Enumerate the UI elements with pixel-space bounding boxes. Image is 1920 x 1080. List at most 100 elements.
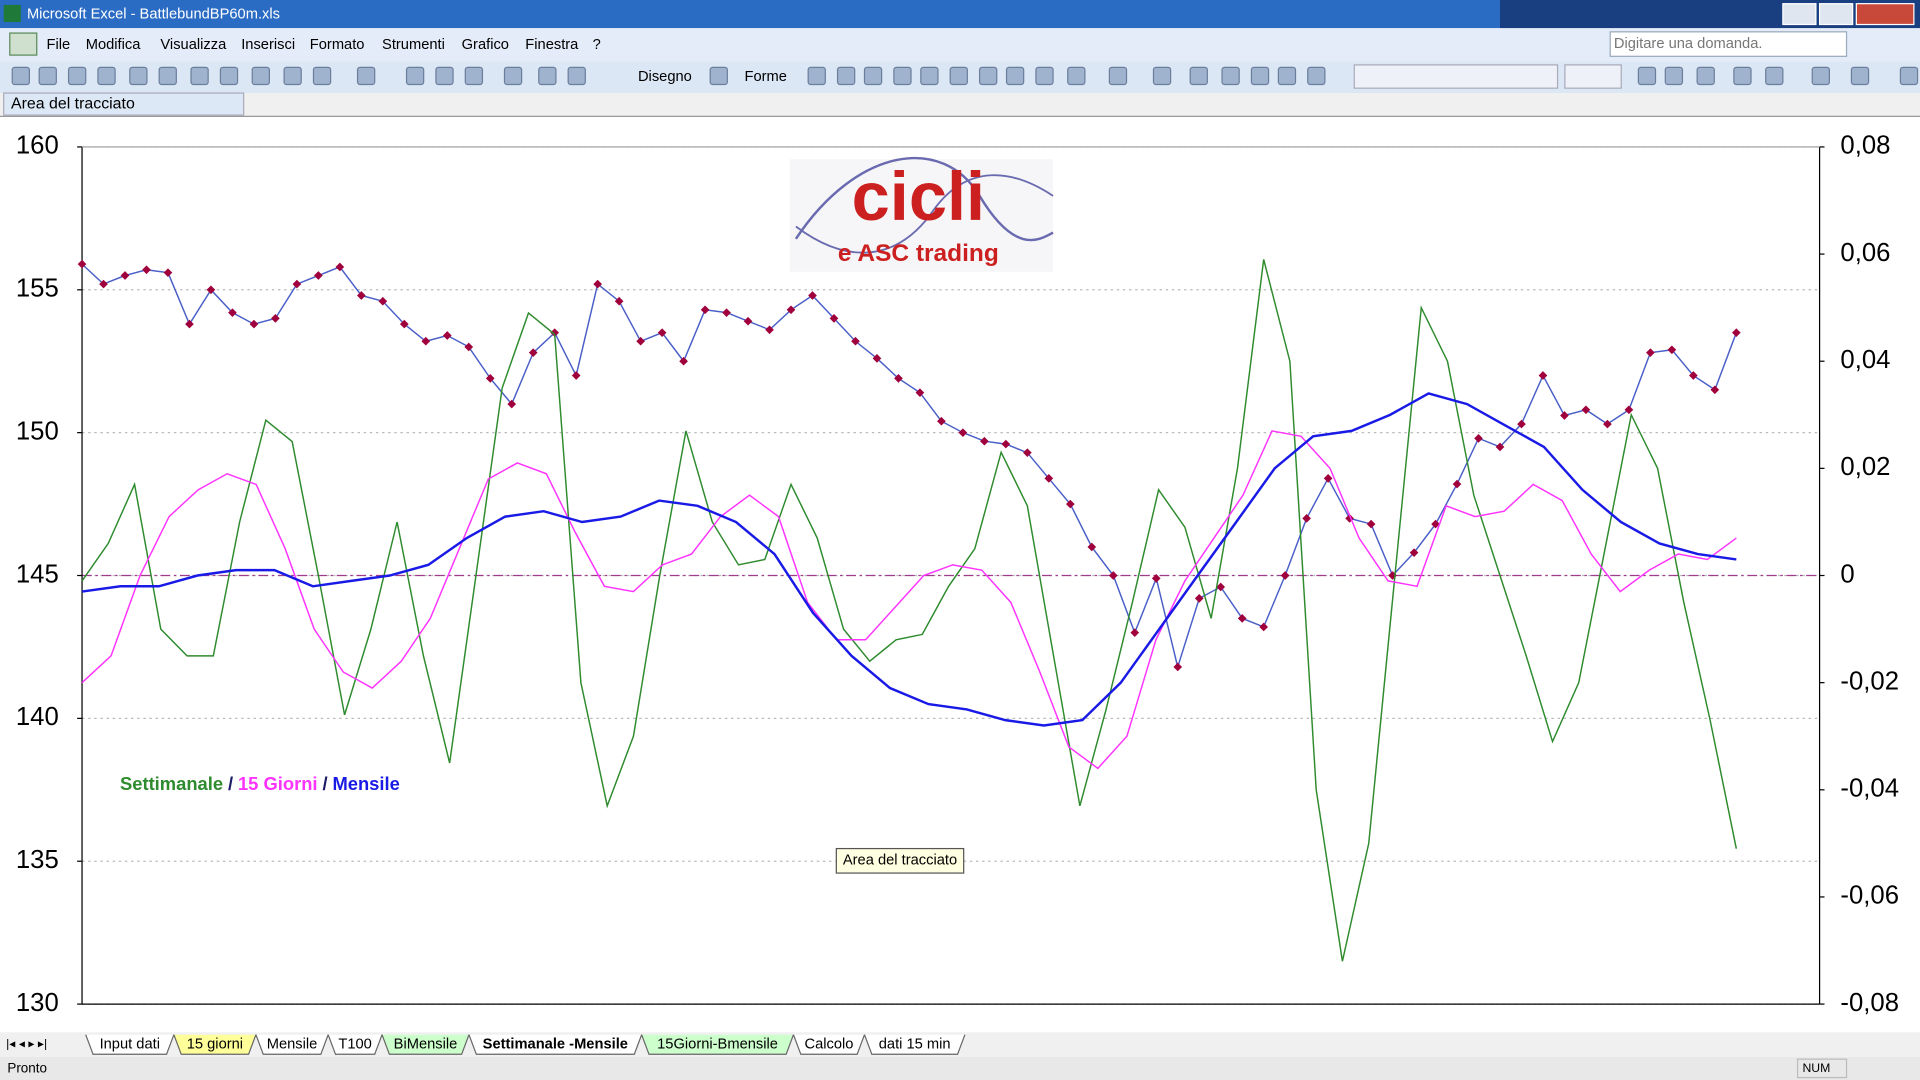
toolbar-button[interactable]: [405, 66, 425, 86]
series-marker: [765, 325, 774, 335]
toolbar-button[interactable]: [464, 66, 484, 86]
toolbar-button[interactable]: [1035, 66, 1054, 86]
toolbar-button[interactable]: [1850, 66, 1870, 86]
toolbar-button[interactable]: [567, 66, 586, 86]
menu-item[interactable]: Formato: [310, 37, 365, 53]
toolbar-button[interactable]: [893, 66, 912, 86]
sheet-tab[interactable]: [863, 1034, 966, 1055]
toolbar-button[interactable]: [1733, 66, 1752, 86]
sheet-tab[interactable]: [255, 1034, 329, 1055]
toolbar-button[interactable]: [1005, 66, 1025, 86]
draw-menu[interactable]: Disegno: [638, 69, 692, 85]
legend-entry: Mensile: [332, 773, 399, 794]
toolbar-button[interactable]: [1637, 66, 1657, 86]
shapes-menu[interactable]: Forme: [744, 69, 786, 85]
toolbar-button[interactable]: [503, 66, 523, 86]
toolbar-button[interactable]: [949, 66, 968, 86]
toolbar-button[interactable]: [435, 66, 454, 86]
sheet-tab[interactable]: [641, 1034, 795, 1055]
toolbar-button[interactable]: [836, 66, 856, 86]
toolbar-button[interactable]: [67, 66, 87, 86]
toolbar-button[interactable]: [709, 66, 728, 86]
sheet-tab-label: BiMensile: [394, 1036, 458, 1052]
toolbar-button[interactable]: [219, 66, 239, 86]
toolbar-button[interactable]: [538, 66, 557, 86]
sheet-tab-label: Settimanale -Mensile: [483, 1036, 628, 1052]
tab-scroll[interactable]: |◂ ◂ ▸ ▸|: [6, 1037, 47, 1051]
toolbar-button[interactable]: [356, 66, 376, 86]
toolbar-button[interactable]: [1696, 66, 1715, 86]
toolbar-button[interactable]: [190, 66, 209, 86]
toolbar-button[interactable]: [283, 66, 302, 86]
series-marker: [1431, 519, 1440, 529]
toolbar-button[interactable]: [97, 66, 116, 86]
menu-item[interactable]: Finestra: [525, 37, 579, 53]
menu-item[interactable]: File: [47, 37, 71, 53]
y2-tick-label: 0,04: [1840, 346, 1890, 374]
menu-item[interactable]: Visualizza: [160, 37, 227, 53]
toolbar-button[interactable]: [863, 66, 883, 86]
sheet-tab[interactable]: [468, 1034, 643, 1055]
series-marker: [851, 336, 860, 346]
num-indicator: NUM: [1802, 1061, 1830, 1075]
toolbar-button[interactable]: [1221, 66, 1240, 86]
minimize-button[interactable]: [1782, 3, 1817, 26]
sheet-tab-label: Calcolo: [804, 1036, 853, 1052]
sheet-tab[interactable]: [173, 1034, 257, 1055]
toolbar-button[interactable]: [129, 66, 148, 86]
logo-sub: e ASC trading: [838, 240, 999, 267]
series-line: [81, 392, 1737, 727]
legend: Settimanale/15 Giorni / Mensile: [120, 773, 400, 794]
toolbar-button[interactable]: [1899, 66, 1919, 86]
maximize-button[interactable]: [1818, 3, 1854, 26]
series-marker: [421, 336, 431, 346]
sheet-tab[interactable]: [792, 1034, 866, 1055]
menu: File Modifica Visualizza Inserisci Formato St…: [47, 37, 601, 53]
toolbar-button[interactable]: [1250, 66, 1270, 86]
toolbar-button[interactable]: [1152, 66, 1172, 86]
y2-tick-label: 0,06: [1840, 239, 1890, 267]
toolbar-button[interactable]: [1664, 66, 1684, 86]
y2-tick-label: 0,08: [1840, 132, 1890, 160]
menu-item[interactable]: Modifica: [86, 37, 142, 53]
sheet-tab[interactable]: [327, 1034, 383, 1055]
series-marker: [1216, 582, 1226, 592]
toolbar-button[interactable]: [1765, 66, 1784, 86]
menu-item[interactable]: Inserisci: [241, 37, 295, 53]
toolbar-button[interactable]: [11, 66, 30, 86]
logo-wave: [794, 156, 1054, 242]
series-marker: [958, 428, 968, 437]
series-marker: [1194, 594, 1204, 603]
toolbar-button[interactable]: [1277, 66, 1297, 86]
font-box[interactable]: [1353, 64, 1559, 89]
toolbar-button[interactable]: [1811, 66, 1830, 86]
toolbar-button[interactable]: [312, 66, 332, 86]
toolbar-button[interactable]: [1307, 66, 1326, 86]
sheet-tabs: Input dati 15 giorni Mensile T100 BiMensile S…: [85, 1034, 966, 1055]
toolbar-button[interactable]: [807, 66, 826, 86]
y-tick-label: 130: [16, 989, 59, 1017]
sheet-tab[interactable]: [381, 1034, 470, 1055]
toolbar-button[interactable]: [1067, 66, 1086, 86]
y2-tick-label: -0,02: [1840, 667, 1899, 695]
series-marker: [507, 399, 517, 409]
toolbar-button[interactable]: [1108, 66, 1128, 86]
y2-tick-label: -0,06: [1840, 882, 1899, 910]
series-marker: [894, 374, 903, 383]
size-box[interactable]: [1564, 64, 1622, 89]
close-button[interactable]: [1855, 3, 1915, 26]
toolbar-button[interactable]: [920, 66, 939, 86]
name-box[interactable]: [3, 92, 245, 116]
toolbar-button[interactable]: [158, 66, 177, 86]
help-box[interactable]: [1609, 31, 1848, 57]
menu-item[interactable]: Strumenti: [382, 37, 445, 53]
menu-item[interactable]: Grafico: [462, 37, 509, 53]
toolbar-button[interactable]: [978, 66, 998, 86]
sheet-tab[interactable]: [85, 1034, 175, 1055]
toolbar-button[interactable]: [38, 66, 57, 86]
toolbar-button[interactable]: [1189, 66, 1208, 86]
menu-item[interactable]: ?: [593, 37, 601, 53]
series-marker: [657, 328, 667, 337]
toolbar-button[interactable]: [251, 66, 270, 86]
